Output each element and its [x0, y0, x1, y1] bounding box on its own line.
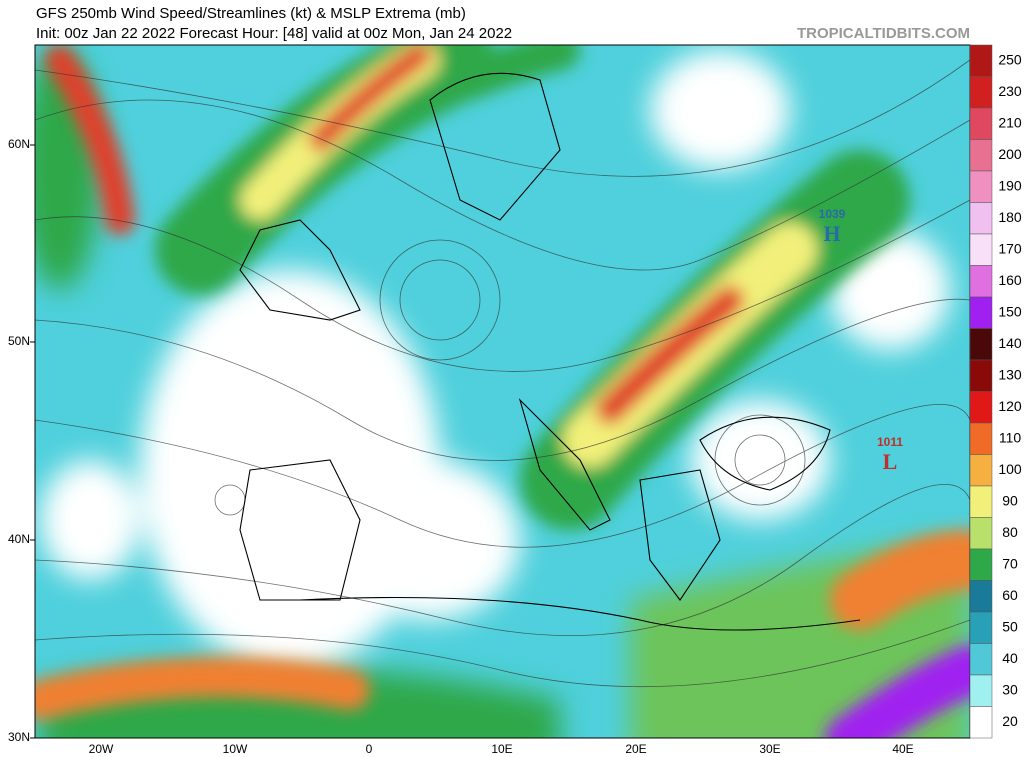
source: TROPICALTIDBITS.COM	[797, 25, 970, 42]
colorbar-segment	[969, 139, 993, 172]
colorbar-segment	[969, 170, 993, 203]
colorbar-segment	[969, 422, 993, 455]
colorbar-segment	[969, 202, 993, 235]
colorbar-label: 80	[1002, 524, 1018, 540]
colorbar-segment	[969, 706, 993, 739]
colorbar-segment	[969, 76, 993, 109]
colorbar-label: 160	[998, 272, 1022, 288]
colorbar-segment	[969, 107, 993, 140]
pressure-value: 1039	[819, 207, 846, 221]
colorbar-label: 20	[1002, 713, 1018, 729]
colorbar-label: 40	[1002, 650, 1018, 666]
colorbar-label: 60	[1002, 587, 1018, 603]
colorbar-label: 230	[998, 83, 1022, 99]
colorbar-segment	[969, 485, 993, 518]
subtitle: Init: 00z Jan 22 2022 Forecast Hour: [48…	[36, 25, 512, 42]
lon-label: 10E	[491, 742, 512, 756]
colorbar-segment	[969, 517, 993, 550]
lon-label: 10W	[223, 742, 248, 756]
colorbar-segment	[969, 44, 993, 77]
colorbar-label: 130	[998, 366, 1022, 382]
colorbar-label: 100	[998, 461, 1022, 477]
colorbar-segment	[969, 233, 993, 266]
lon-label: 20W	[89, 742, 114, 756]
pressure-symbol: L	[883, 449, 898, 474]
lat-label: 50N	[8, 334, 30, 348]
colorbar-label: 30	[1002, 681, 1018, 697]
pressure-value: 1011	[877, 435, 903, 449]
colorbar-label: 50	[1002, 618, 1018, 634]
lon-label: 20E	[625, 742, 646, 756]
colorbar-segment	[969, 611, 993, 644]
colorbar-label: 140	[998, 335, 1022, 351]
title: GFS 250mb Wind Speed/Streamlines (kt) & …	[36, 5, 466, 22]
colorbar-segment	[969, 454, 993, 487]
colorbar-segment	[969, 580, 993, 613]
lat-label: 30N	[8, 730, 30, 744]
colorbar-label: 180	[998, 209, 1022, 225]
colorbar-segment	[969, 548, 993, 581]
colorbar-segment	[969, 643, 993, 676]
colorbar-label: 250	[998, 51, 1022, 67]
colorbar-label: 110	[999, 429, 1022, 445]
colorbar-label: 90	[1002, 492, 1018, 508]
colorbar-label: 200	[998, 146, 1022, 162]
colorbar-segment	[969, 359, 993, 392]
lon-label: 0	[366, 742, 373, 756]
colorbar-segment	[969, 328, 993, 361]
colorbar-segment	[969, 296, 993, 329]
colorbar-label: 170	[998, 240, 1022, 256]
colorbar-label: 210	[998, 114, 1022, 130]
map-field	[35, 45, 970, 738]
colorbar-segment	[969, 265, 993, 298]
colorbar-label: 190	[998, 177, 1022, 193]
lat-label: 60N	[8, 137, 30, 151]
colorbar-label: 150	[998, 303, 1022, 319]
colorbar-label: 120	[998, 398, 1022, 414]
pressure-symbol: H	[823, 221, 840, 246]
colorbar-segment	[969, 391, 993, 424]
lon-label: 30E	[759, 742, 780, 756]
colorbar-segment	[969, 674, 993, 707]
lat-label: 40N	[8, 532, 30, 546]
colorbar-label: 70	[1002, 555, 1018, 571]
lon-label: 40E	[892, 742, 913, 756]
